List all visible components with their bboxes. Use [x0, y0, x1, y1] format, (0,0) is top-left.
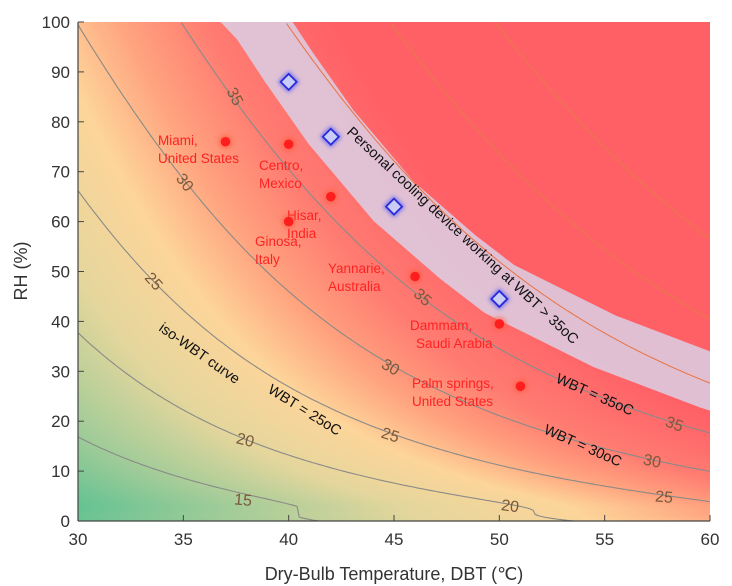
- device-point-marker: [383, 195, 405, 218]
- contour-label: 35: [663, 414, 686, 436]
- contour-wbt-15: [78, 436, 319, 521]
- x-tick-label: 50: [490, 530, 509, 549]
- city-label-line1: Hisar,: [287, 208, 322, 223]
- diamond-icon: [490, 289, 509, 309]
- contour-wbt-45: [391, 24, 710, 320]
- y-tick-label: 80: [51, 113, 70, 132]
- city-label-line1: Dammam,: [410, 318, 472, 333]
- device-point-marker: [319, 125, 342, 148]
- city-label-line2: United States: [412, 394, 493, 409]
- wbt-heatmap-background: [78, 22, 710, 521]
- contour-wbt-20: [78, 332, 574, 521]
- y-tick-label: 10: [51, 462, 70, 481]
- city-label-line1: Centro,: [259, 158, 303, 173]
- city-marker: [410, 271, 420, 282]
- y-tick-label: 100: [42, 13, 70, 32]
- city-point: Miami, United States: [158, 133, 239, 166]
- diamond-icon: [384, 197, 404, 216]
- city-marker: [326, 191, 336, 202]
- diamond-icon: [321, 127, 341, 147]
- city-label-line2: India: [287, 226, 317, 241]
- city-label-line2: Italy: [255, 252, 280, 267]
- city-label-line2: Mexico: [259, 176, 302, 191]
- contour-label: 30: [642, 452, 663, 472]
- city-label-line2: Saudi Arabia: [416, 336, 493, 351]
- city-point: Ginosa, Italy: [255, 214, 302, 267]
- contour-wbt-30: [78, 24, 710, 472]
- wbt30-annotation: WBT = 30oC: [541, 422, 623, 470]
- city-marker: [220, 136, 231, 147]
- contour-wbt-50: [494, 22, 710, 240]
- contour-label: 25: [379, 425, 401, 447]
- city-label-line1: Miami,: [158, 133, 198, 148]
- contour-label: 20: [500, 497, 520, 516]
- city-marker: [283, 216, 294, 227]
- x-tick-label: 40: [279, 530, 298, 549]
- y-tick-label: 0: [61, 512, 70, 531]
- city-point: Hisar, India: [287, 189, 338, 241]
- city-marker: [515, 381, 526, 392]
- contour-wbt-35: [180, 22, 710, 434]
- city-point: Palm springs, United States: [412, 376, 528, 409]
- y-axis-label: RH (%): [11, 242, 31, 301]
- y-tick-label: 60: [51, 213, 70, 232]
- device-point-marker: [277, 71, 300, 93]
- x-tick-label: 30: [69, 530, 88, 549]
- x-tick-label: 60: [701, 530, 720, 549]
- contour-wbt-40: [286, 23, 710, 384]
- x-tick-label: 55: [595, 530, 614, 549]
- contour-label: 25: [654, 488, 673, 507]
- city-label-line1: Yannarie,: [328, 261, 385, 276]
- y-tick-label: 20: [51, 412, 70, 431]
- city-point: Yannarie, Australia: [328, 261, 423, 294]
- contour-label: 35: [410, 286, 435, 311]
- y-tick-label: 50: [51, 263, 70, 282]
- x-tick-label: 35: [174, 530, 193, 549]
- contour-label: 35: [223, 85, 246, 109]
- city-label-line2: United States: [158, 151, 239, 166]
- contour-label: 30: [378, 356, 402, 380]
- cooling-device-band: [220, 22, 710, 411]
- city-label-line2: Australia: [328, 279, 381, 294]
- y-tick-label: 90: [51, 63, 70, 82]
- device-point-marker: [488, 288, 511, 310]
- city-marker: [283, 139, 294, 150]
- contour-label: 15: [233, 491, 252, 510]
- y-tick-label: 30: [51, 362, 70, 381]
- city-point: Dammam, Saudi Arabia: [410, 316, 507, 351]
- x-axis-label: Dry-Bulb Temperature, DBT (℃): [265, 564, 524, 584]
- wbt25-annotation: WBT = 25oC: [265, 382, 344, 440]
- city-label-line1: Ginosa,: [255, 234, 302, 249]
- band-annotation: Personal cooling device working at WBT >…: [343, 124, 581, 347]
- city-marker: [494, 319, 505, 329]
- y-tick-label: 70: [51, 163, 70, 182]
- data-points: Miami, United States Centro, Mexico Hisar, In…: [158, 71, 528, 409]
- iso-wbt-annotation: iso-WBT curve: [156, 320, 243, 387]
- diamond-icon: [279, 72, 298, 92]
- contour-label: 20: [234, 430, 255, 451]
- city-label-line1: Palm springs,: [412, 376, 494, 391]
- city-point: Centro, Mexico: [259, 137, 303, 191]
- contour-wbt-25: [78, 189, 710, 503]
- iso-wbt-contours: [78, 22, 710, 521]
- cooling-band-shape: [220, 22, 710, 411]
- x-tick-label: 45: [385, 530, 404, 549]
- y-tick-label: 40: [51, 312, 70, 331]
